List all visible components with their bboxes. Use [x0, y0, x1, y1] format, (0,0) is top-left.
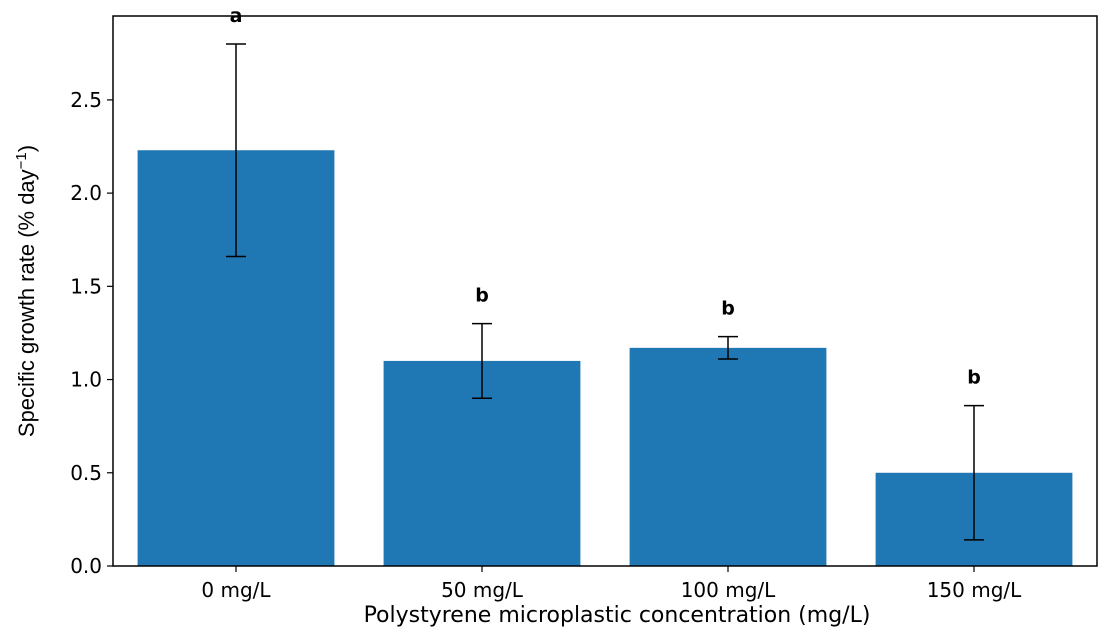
significance-label: b [475, 285, 489, 307]
x-axis-label: Polystyrene microplastic concentration (… [364, 603, 871, 628]
bars-layer [137, 150, 1073, 566]
plot-frame [112, 15, 1098, 567]
error-bars-layer [226, 43, 984, 541]
x-tick-label: 150 mg/L [927, 578, 1022, 602]
significance-label: b [721, 298, 735, 320]
y-axis-label-main: Specific growth rate (% day [14, 169, 39, 437]
bar [629, 347, 827, 566]
y-axis-label-superscript: −1 [13, 152, 30, 169]
x-tick-label: 0 mg/L [201, 578, 271, 602]
y-axis: 0.0 0.5 1.0 1.5 2.0 2.5 [70, 88, 113, 578]
x-axis: 0 mg/L 50 mg/L 100 mg/L 150 mg/L [201, 566, 1022, 602]
x-tick-label: 50 mg/L [441, 578, 524, 602]
y-tick-label: 1.5 [70, 274, 102, 298]
y-axis-label-close: ) [14, 145, 39, 152]
y-tick-label: 0.5 [70, 461, 102, 485]
y-tick-label: 0.0 [70, 554, 102, 578]
significance-label: b [967, 367, 981, 389]
y-tick-label: 1.0 [70, 368, 102, 392]
y-axis-label: Specific growth rate (% day−1) [13, 145, 39, 437]
y-tick-label: 2.0 [70, 181, 102, 205]
y-tick-label: 2.5 [70, 88, 102, 112]
x-tick-label: 100 mg/L [681, 578, 776, 602]
